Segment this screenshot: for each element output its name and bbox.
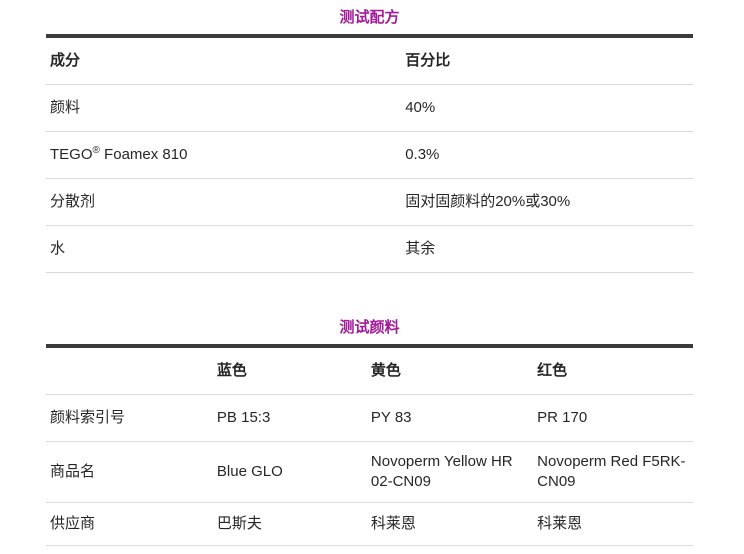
ingredient-cell: 颜料: [46, 84, 402, 132]
pigment-row-index-number: 颜料索引号 PB 15:3 PY 83 PR 170: [46, 394, 693, 442]
ingredient-cell: TEGO® Foamex 810: [46, 131, 402, 179]
pigment-header-red: 红色: [533, 346, 693, 395]
formula-header-row: 成分 百分比: [46, 36, 693, 85]
pigment-section: 测试颜料 蓝色 黄色 红色 颜料索引号 PB 15:3: [46, 318, 693, 546]
row-label-cell: 颜料索引号: [46, 394, 213, 442]
formula-row-water: 水 其余: [46, 225, 693, 273]
pigment-table-title: 测试颜料: [339, 319, 400, 336]
red-value-cell: PR 170: [533, 394, 693, 442]
registered-trademark-symbol: ®: [92, 145, 100, 156]
formula-table: 成分 百分比 颜料 40% TEGO® Foamex 810 0.3% 分散剂 …: [46, 34, 693, 273]
percentage-cell: 0.3%: [401, 131, 693, 179]
tego-name-prefix: TEGO: [50, 146, 93, 163]
red-value-cell: Novoperm Red F5RK-CN09: [533, 441, 693, 503]
pigment-header-empty: [46, 346, 213, 395]
blue-value-cell: 巴斯夫: [212, 502, 367, 546]
blue-value-cell: PB 15:3: [212, 394, 367, 442]
pigment-header-row: 蓝色 黄色 红色: [46, 346, 693, 395]
formula-table-title: 测试配方: [339, 9, 400, 26]
yellow-value-cell: 科莱恩: [366, 502, 534, 546]
pigment-table: 蓝色 黄色 红色 颜料索引号 PB 15:3 PY 83 PR 170 商品名 …: [46, 344, 693, 546]
formula-header-percentage: 百分比: [401, 36, 693, 85]
formula-header-ingredient: 成分: [46, 36, 402, 85]
percentage-cell: 40%: [401, 84, 693, 132]
percentage-cell: 其余: [401, 225, 693, 273]
red-value-cell: 科莱恩: [533, 502, 693, 546]
formula-row-pigment: 颜料 40%: [46, 84, 693, 132]
row-label-cell: 商品名: [46, 441, 213, 503]
blue-value-cell: Blue GLO: [212, 441, 367, 503]
tego-name-suffix: Foamex 810: [99, 146, 188, 163]
percentage-cell: 固对固颜料的20%或30%: [401, 178, 693, 226]
formula-row-tego: TEGO® Foamex 810 0.3%: [46, 131, 693, 179]
formula-row-dispersant: 分散剂 固对固颜料的20%或30%: [46, 178, 693, 226]
pigment-header-yellow: 黄色: [366, 346, 534, 395]
pigment-row-supplier: 供应商 巴斯夫 科莱恩 科莱恩: [46, 502, 693, 546]
yellow-value-cell: PY 83: [366, 394, 534, 442]
formula-section: 测试配方 成分 百分比 颜料 40% TEGO® Foamex 810: [46, 8, 693, 273]
pigment-row-trade-name: 商品名 Blue GLO Novoperm Yellow HR 02-CN09 …: [46, 441, 693, 503]
ingredient-cell: 分散剂: [46, 178, 402, 226]
pigment-header-blue: 蓝色: [212, 346, 367, 395]
row-label-cell: 供应商: [46, 502, 213, 546]
yellow-value-cell: Novoperm Yellow HR 02-CN09: [366, 441, 534, 503]
ingredient-cell: 水: [46, 225, 402, 273]
